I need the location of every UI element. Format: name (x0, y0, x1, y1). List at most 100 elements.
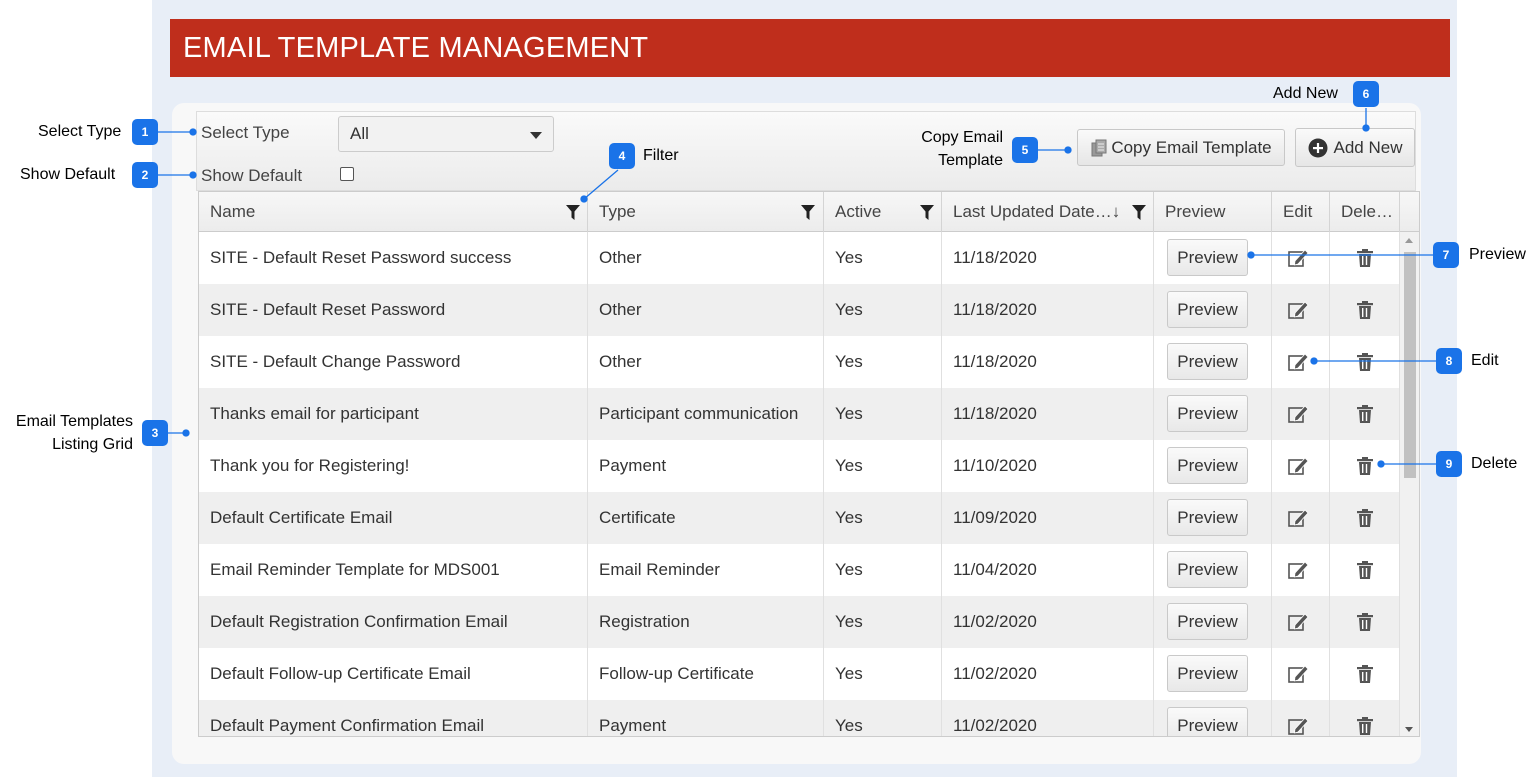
annotation-badge-7: 7 (1433, 242, 1459, 268)
edit-icon[interactable] (1287, 507, 1309, 529)
cell-preview (1154, 388, 1272, 440)
trash-icon[interactable] (1355, 248, 1375, 268)
chevron-down-icon (530, 132, 542, 139)
annotation-badge-4: 4 (609, 143, 635, 169)
trash-icon[interactable] (1355, 456, 1375, 476)
filter-icon[interactable] (566, 205, 580, 220)
column-header-active[interactable]: Active (824, 192, 942, 232)
edit-icon[interactable] (1287, 611, 1309, 633)
cell-type: Follow-up Certificate (588, 648, 824, 700)
preview-button[interactable]: Preview (1167, 603, 1248, 640)
preview-button[interactable]: Preview (1167, 707, 1248, 736)
edit-icon[interactable] (1287, 351, 1309, 373)
trash-icon[interactable] (1355, 508, 1375, 528)
cell-active: Yes (824, 596, 942, 648)
scrollbar-thumb[interactable] (1404, 252, 1416, 478)
cell-edit (1272, 336, 1330, 388)
scroll-up-arrow-icon[interactable] (1405, 238, 1413, 243)
cell-delete (1330, 336, 1400, 388)
preview-button[interactable]: Preview (1167, 239, 1248, 276)
annotation-label-select-type: Select Type (38, 123, 122, 140)
table-row[interactable]: Thanks email for participant Participant … (199, 388, 1400, 440)
annotation-badge-3: 3 (142, 420, 168, 446)
preview-button[interactable]: Preview (1167, 395, 1248, 432)
add-new-label: Add New (1333, 137, 1403, 157)
page-title: EMAIL TEMPLATE MANAGEMENT (170, 19, 1450, 77)
preview-button[interactable]: Preview (1167, 551, 1248, 588)
filter-icon[interactable] (920, 205, 934, 220)
cell-preview (1154, 596, 1272, 648)
table-row[interactable]: Default Registration Confirmation Email R… (199, 596, 1400, 648)
annotation-label-add-new: Add New (1273, 85, 1338, 102)
cell-type: Certificate (588, 492, 824, 544)
cell-edit (1272, 544, 1330, 596)
cell-edit (1272, 492, 1330, 544)
cell-delete (1330, 284, 1400, 336)
email-templates-grid: Name Type Active Last Updated Date…↓ Pre… (198, 191, 1420, 737)
edit-icon[interactable] (1287, 663, 1309, 685)
preview-button[interactable]: Preview (1167, 291, 1248, 328)
column-header-last-updated[interactable]: Last Updated Date…↓ (942, 192, 1154, 232)
edit-icon[interactable] (1287, 403, 1309, 425)
annotation-badge-2: 2 (132, 162, 158, 188)
copy-email-template-button[interactable]: Copy Email Template (1077, 129, 1285, 166)
annotation-label-edit: Edit (1471, 352, 1499, 369)
add-new-button[interactable]: Add New (1295, 128, 1415, 167)
preview-button[interactable]: Preview (1167, 655, 1248, 692)
annotation-label-filter: Filter (643, 147, 679, 164)
filter-icon[interactable] (1132, 205, 1146, 220)
filter-icon[interactable] (801, 205, 815, 220)
cell-delete (1330, 596, 1400, 648)
cell-active: Yes (824, 648, 942, 700)
trash-icon[interactable] (1355, 612, 1375, 632)
edit-icon[interactable] (1287, 715, 1309, 736)
cell-last-updated: 11/18/2020 (942, 388, 1154, 440)
annotation-label-delete: Delete (1471, 455, 1518, 472)
table-row[interactable]: Thank you for Registering! Payment Yes 11/1… (199, 440, 1400, 492)
show-default-checkbox[interactable] (340, 167, 354, 181)
column-header-name[interactable]: Name (199, 192, 588, 232)
cell-name: Thank you for Registering! (199, 440, 588, 492)
preview-button[interactable]: Preview (1167, 447, 1248, 484)
table-row[interactable]: Default Payment Confirmation Email Paymen… (199, 700, 1400, 736)
select-type-dropdown[interactable]: All (338, 116, 554, 152)
edit-icon[interactable] (1287, 455, 1309, 477)
preview-button[interactable]: Preview (1167, 343, 1248, 380)
table-row[interactable]: Default Certificate Email Certificate Yes 1… (199, 492, 1400, 544)
cell-edit (1272, 648, 1330, 700)
cell-name: SITE - Default Reset Password success (199, 232, 588, 284)
column-header-preview: Preview (1154, 192, 1272, 232)
cell-active: Yes (824, 388, 942, 440)
cell-name: Email Reminder Template for MDS001 (199, 544, 588, 596)
trash-icon[interactable] (1355, 300, 1375, 320)
table-row[interactable]: Default Follow-up Certificate Email Follo… (199, 648, 1400, 700)
trash-icon[interactable] (1355, 404, 1375, 424)
cell-name: SITE - Default Reset Password (199, 284, 588, 336)
cell-preview (1154, 544, 1272, 596)
annotation-label-listing-grid: Email Templates Listing Grid (15, 413, 133, 453)
grid-scrollbar[interactable] (1400, 232, 1419, 736)
cell-delete (1330, 648, 1400, 700)
trash-icon[interactable] (1355, 560, 1375, 580)
edit-icon[interactable] (1287, 299, 1309, 321)
column-header-active-label: Active (835, 202, 882, 221)
trash-icon[interactable] (1355, 664, 1375, 684)
cell-active: Yes (824, 544, 942, 596)
table-row[interactable]: Email Reminder Template for MDS001 Email … (199, 544, 1400, 596)
cell-name: Default Payment Confirmation Email (199, 700, 588, 736)
scroll-down-arrow-icon[interactable] (1405, 727, 1413, 732)
column-header-last-updated-label: Last Updated Date… (953, 202, 1112, 221)
annotation-label-copy-email-template: Copy Email Template (921, 129, 1003, 169)
table-row[interactable]: SITE - Default Reset Password success Oth… (199, 232, 1400, 284)
trash-icon[interactable] (1355, 716, 1375, 736)
column-header-type[interactable]: Type (588, 192, 824, 232)
edit-icon[interactable] (1287, 559, 1309, 581)
annotation-badge-9: 9 (1436, 451, 1462, 477)
cell-name: Default Follow-up Certificate Email (199, 648, 588, 700)
preview-button[interactable]: Preview (1167, 499, 1248, 536)
cell-type: Payment (588, 700, 824, 736)
edit-icon[interactable] (1287, 247, 1309, 269)
table-row[interactable]: SITE - Default Reset Password Other Yes 11/… (199, 284, 1400, 336)
cell-last-updated: 11/18/2020 (942, 284, 1154, 336)
annotation-label-show-default: Show Default (20, 166, 116, 183)
